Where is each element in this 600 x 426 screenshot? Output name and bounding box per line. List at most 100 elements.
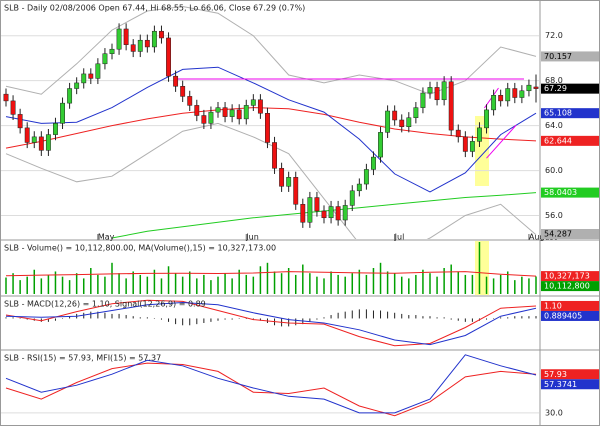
histogram-bar bbox=[330, 315, 332, 319]
volume-bar bbox=[450, 264, 452, 294]
candle-body bbox=[286, 177, 292, 187]
volume-bar bbox=[252, 276, 255, 294]
histogram-bar bbox=[337, 312, 339, 319]
histogram-bar bbox=[217, 318, 219, 321]
histogram-bar bbox=[344, 311, 346, 319]
volume-bar bbox=[75, 273, 78, 294]
candle-body bbox=[462, 136, 468, 152]
volume-bar bbox=[132, 271, 134, 294]
candle-body bbox=[130, 44, 136, 52]
volume-bar bbox=[104, 276, 106, 294]
histogram-bar bbox=[175, 318, 177, 325]
volume-bar bbox=[535, 276, 537, 294]
indicator-line bbox=[5, 354, 537, 414]
indicator-line bbox=[5, 66, 537, 193]
value-label: 62.644 bbox=[544, 136, 572, 145]
candle-body bbox=[321, 210, 327, 219]
volume-bar bbox=[139, 274, 142, 294]
volume-bar bbox=[287, 268, 290, 294]
x-tick-label: Jun bbox=[245, 233, 259, 242]
candle-body bbox=[24, 127, 30, 143]
candle-body bbox=[300, 204, 306, 223]
volume-bar bbox=[125, 278, 127, 294]
histogram-bar bbox=[415, 315, 417, 319]
candle-body bbox=[102, 53, 108, 65]
volume-bar bbox=[273, 271, 276, 294]
value-box bbox=[541, 135, 599, 146]
value-label: 10,112,800 bbox=[544, 282, 590, 291]
histogram-bar bbox=[401, 313, 403, 319]
histogram-bar bbox=[295, 318, 297, 326]
candle-body bbox=[265, 113, 270, 143]
indicator-line bbox=[486, 124, 517, 159]
candle-body bbox=[123, 28, 129, 45]
volume-bar bbox=[97, 274, 99, 294]
volume-bar bbox=[506, 271, 509, 294]
candle-body bbox=[519, 90, 525, 98]
histogram-bar bbox=[210, 318, 212, 322]
candle-body bbox=[250, 99, 256, 106]
volume-bar bbox=[485, 276, 488, 294]
histogram-bar bbox=[316, 318, 318, 320]
volume-bar bbox=[337, 274, 339, 294]
histogram-bar bbox=[125, 315, 127, 319]
histogram-bar bbox=[471, 318, 473, 322]
candle-body bbox=[498, 95, 504, 102]
candle-body bbox=[434, 87, 440, 101]
histogram-bar bbox=[309, 318, 311, 322]
volume-bar bbox=[111, 262, 113, 294]
volume-bar bbox=[153, 269, 156, 294]
candle-body bbox=[45, 134, 51, 151]
histogram-bar bbox=[528, 316, 530, 319]
volume-bar bbox=[309, 273, 311, 294]
volume-bar bbox=[167, 266, 170, 294]
volume-bar bbox=[217, 276, 219, 294]
histogram-bar bbox=[139, 317, 141, 319]
volume-bar bbox=[386, 271, 389, 294]
histogram-bar bbox=[521, 316, 523, 319]
value-box bbox=[541, 281, 599, 292]
volume-bar bbox=[528, 278, 530, 294]
candle-body bbox=[448, 81, 454, 131]
value-label: 1.10 bbox=[544, 301, 562, 310]
candle-body bbox=[335, 206, 341, 221]
value-label: 54.287 bbox=[544, 230, 572, 239]
volume-bar bbox=[422, 269, 424, 294]
candle-body bbox=[477, 127, 482, 142]
histogram-bar bbox=[408, 315, 410, 319]
histogram-bar bbox=[19, 318, 21, 319]
histogram-bar bbox=[196, 318, 198, 325]
candle-body bbox=[144, 39, 150, 48]
candle-body bbox=[95, 63, 101, 79]
volume-bar bbox=[12, 273, 14, 294]
value-box bbox=[541, 379, 599, 390]
candle-body bbox=[293, 177, 299, 205]
histogram-bar bbox=[429, 316, 431, 319]
histogram-bar bbox=[12, 317, 14, 319]
value-box bbox=[541, 83, 599, 94]
candle-body bbox=[222, 107, 228, 117]
candle-body bbox=[526, 84, 532, 92]
histogram-bar bbox=[132, 316, 134, 319]
indicator-line bbox=[5, 5, 537, 95]
value-box bbox=[541, 51, 599, 62]
candle-body bbox=[363, 169, 369, 185]
histogram-bar bbox=[40, 318, 42, 322]
histogram-bar bbox=[62, 318, 64, 319]
histogram-bar bbox=[182, 318, 184, 326]
volume-bar bbox=[40, 278, 43, 294]
volume-bar bbox=[245, 274, 248, 294]
candle-body bbox=[413, 107, 419, 119]
candle-body bbox=[38, 136, 44, 151]
indicator-line bbox=[5, 271, 537, 277]
volume-bar bbox=[443, 268, 445, 294]
histogram-bar bbox=[443, 317, 445, 319]
volume-bar bbox=[181, 276, 184, 294]
volume-bar bbox=[521, 276, 523, 294]
candle-body bbox=[378, 132, 383, 158]
candle-body bbox=[484, 109, 489, 129]
candle-body bbox=[455, 129, 461, 138]
candle-body bbox=[53, 123, 58, 135]
candle-body bbox=[505, 88, 511, 102]
candle-body bbox=[229, 109, 235, 117]
